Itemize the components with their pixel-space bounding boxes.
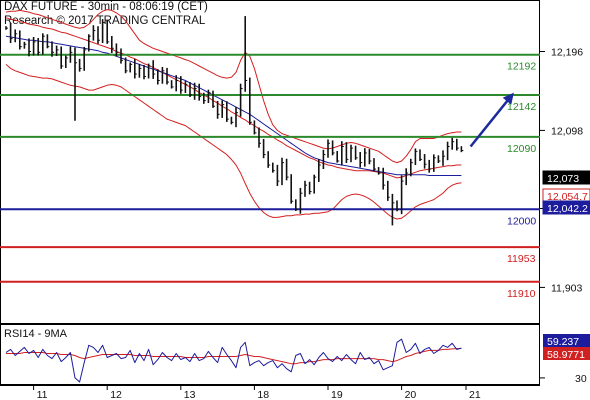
bollinger-upper-band	[5, 9, 462, 164]
price-label-text: 12,042.2	[547, 203, 588, 215]
price-label-box: 12,054.7	[542, 188, 590, 203]
forecast-arrow-shaft	[469, 94, 513, 148]
price-panel-frame	[0, 0, 540, 324]
rsi-value-background	[543, 334, 590, 347]
price-bars	[5, 16, 464, 226]
blue-moving-average	[5, 35, 462, 176]
rsi-value-box: 58.9771	[543, 347, 590, 361]
rsi-panel-frame	[0, 324, 540, 385]
rsi-moving-average-line	[6, 347, 462, 365]
rsi-tick-label: 30	[575, 373, 587, 385]
level-label: 11953	[507, 253, 536, 265]
price-label-text: 12,073	[547, 173, 579, 185]
time-tick-label: 20	[405, 389, 417, 400]
forecast-arrow-head	[502, 92, 514, 105]
time-tick-label: 12	[110, 389, 122, 400]
blue-ma-line	[5, 35, 462, 176]
chart-title: DAX FUTURE - 30min - 08:06:19 (CET)	[4, 1, 208, 13]
price-label-background	[542, 200, 590, 215]
time-tick-label: 13	[184, 389, 196, 400]
time-axis: 11 12 13 18 19 20 21	[0, 385, 540, 400]
rsi-value-box: 59.237	[543, 334, 590, 348]
copyright-text: Research © 2017 TRADING CENTRAL	[4, 15, 206, 27]
bollinger-lower-band	[5, 64, 462, 220]
bollinger-lower-line	[5, 64, 462, 220]
time-tick-label: 11	[37, 389, 48, 400]
forecast-arrow	[469, 92, 514, 148]
time-tick-label: 19	[331, 389, 343, 400]
bollinger-upper-line	[5, 9, 462, 164]
rsi-value-background	[543, 347, 590, 360]
rsi-ma-polyline	[6, 347, 462, 365]
price-tick-label: 11,903	[551, 282, 582, 294]
price-tick-label: 12,196	[551, 47, 583, 59]
rsi-polyline	[5, 338, 462, 383]
price-panel: 12192 12142 12090 12000 11953 11910 12,196 12,…	[0, 0, 590, 324]
level-label: 12000	[507, 215, 536, 227]
level-label: 12192	[507, 61, 536, 73]
rsi-axis: 30	[540, 373, 587, 385]
price-label-box: 12,042.2	[542, 200, 590, 215]
level-label: 12090	[507, 143, 536, 155]
price-tick-label: 12,098	[551, 125, 583, 137]
rsi-title: RSI14 - 9MA	[4, 328, 68, 340]
price-label-text: 12,054.7	[547, 191, 588, 203]
rsi-value-text: 58.9771	[547, 349, 585, 361]
red-ma-line	[5, 17, 462, 179]
rsi-line	[5, 338, 462, 383]
rsi-value-text: 59.237	[547, 336, 579, 348]
time-tick-label: 18	[257, 389, 269, 400]
red-moving-average	[5, 17, 462, 179]
price-label-box: 12,073	[542, 170, 590, 185]
level-label: 12142	[507, 101, 536, 113]
price-labels: 12,073 12,054.712,042.2	[542, 170, 590, 215]
time-tick-label: 21	[469, 389, 481, 400]
level-label: 11910	[507, 288, 536, 300]
price-label-background	[542, 170, 590, 185]
support-resistance-levels: 12192 12142 12090 12000 11953 11910	[0, 53, 540, 300]
